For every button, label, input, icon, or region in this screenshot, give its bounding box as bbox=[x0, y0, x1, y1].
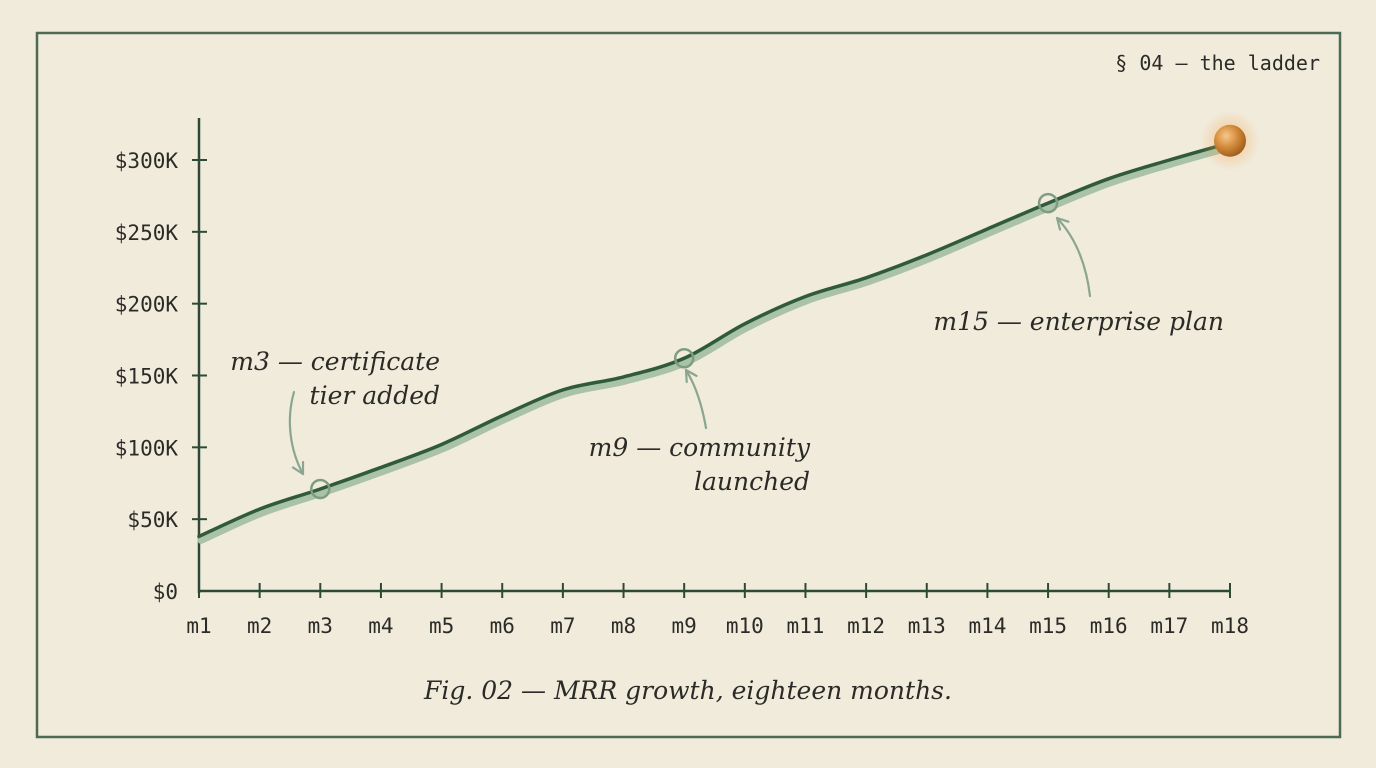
annotation-arrowhead bbox=[1055, 216, 1070, 231]
x-tick-label: m12 bbox=[847, 614, 885, 638]
endpoint-bead bbox=[1214, 124, 1246, 157]
y-tick-label: $200K bbox=[115, 293, 179, 317]
annotation-arrow bbox=[288, 390, 305, 476]
figure-caption: Fig. 02 — MRR growth, eighteen months. bbox=[423, 676, 952, 705]
y-tick-label: $150K bbox=[115, 365, 179, 389]
highlight-point-m3 bbox=[310, 478, 331, 500]
annotation-text: m9 — community bbox=[589, 433, 811, 462]
x-tick-label: m14 bbox=[968, 614, 1006, 638]
annotation-text: m15 — enterprise plan bbox=[933, 307, 1224, 336]
x-tick-label: m16 bbox=[1090, 614, 1128, 638]
annotation-m3: m3 — certificate tier added bbox=[230, 347, 440, 476]
y-tick-label: $100K bbox=[115, 436, 179, 460]
x-tick-label: m3 bbox=[308, 614, 333, 638]
y-tick-label: $0 bbox=[153, 580, 178, 604]
x-tick-label: m6 bbox=[490, 614, 515, 638]
x-tick-label: m13 bbox=[908, 614, 946, 638]
x-ticks: m1 m2 m3 m4 m5 m6 m7 m8 m9 m10 m11 m12 m13 m14 m15 m16 m… bbox=[186, 583, 1249, 638]
y-tick-label: $300K bbox=[115, 149, 179, 173]
section-label: § 04 – the ladder bbox=[1115, 51, 1320, 75]
x-tick-label: m10 bbox=[726, 614, 764, 638]
highlight-point-m15 bbox=[1037, 192, 1059, 214]
highlight-point-m9 bbox=[673, 348, 695, 369]
annotation-m9: m9 — community launched bbox=[589, 368, 811, 496]
x-tick-label: m7 bbox=[550, 614, 575, 638]
x-tick-label: m9 bbox=[672, 614, 697, 638]
annotation-m15: m15 — enterprise plan bbox=[933, 216, 1224, 336]
annotation-text: launched bbox=[694, 467, 810, 496]
x-tick-label: m18 bbox=[1211, 614, 1249, 638]
annotation-text: m3 — certificate bbox=[230, 347, 440, 376]
annotation-text: tier added bbox=[310, 381, 440, 410]
y-tick-label: $50K bbox=[127, 508, 178, 532]
x-tick-label: m17 bbox=[1150, 614, 1188, 638]
x-tick-label: m11 bbox=[787, 614, 825, 638]
annotation-arrowhead bbox=[291, 460, 305, 476]
annotation-arrowhead bbox=[684, 368, 698, 384]
annotation-arrow bbox=[684, 368, 708, 430]
series-line-shadow bbox=[197, 143, 1236, 544]
annotations: m3 — certificate tier added m9 — community… bbox=[230, 216, 1224, 496]
y-tick-label: $250K bbox=[115, 221, 179, 245]
x-tick-label: m5 bbox=[429, 614, 454, 638]
y-ticks: $0 $50K $100K $150K $200K $250K $300K bbox=[115, 149, 207, 604]
x-tick-label: m8 bbox=[611, 614, 636, 638]
figure-frame bbox=[35, 31, 1342, 739]
x-tick-label: m4 bbox=[368, 614, 393, 638]
x-tick-label: m2 bbox=[247, 614, 272, 638]
x-tick-label: m15 bbox=[1029, 614, 1067, 638]
x-tick-label: m1 bbox=[186, 614, 211, 638]
endpoint-marker bbox=[1200, 110, 1260, 171]
series-line bbox=[197, 141, 1232, 539]
data-points bbox=[310, 192, 1059, 500]
annotation-arrow bbox=[1055, 216, 1092, 298]
